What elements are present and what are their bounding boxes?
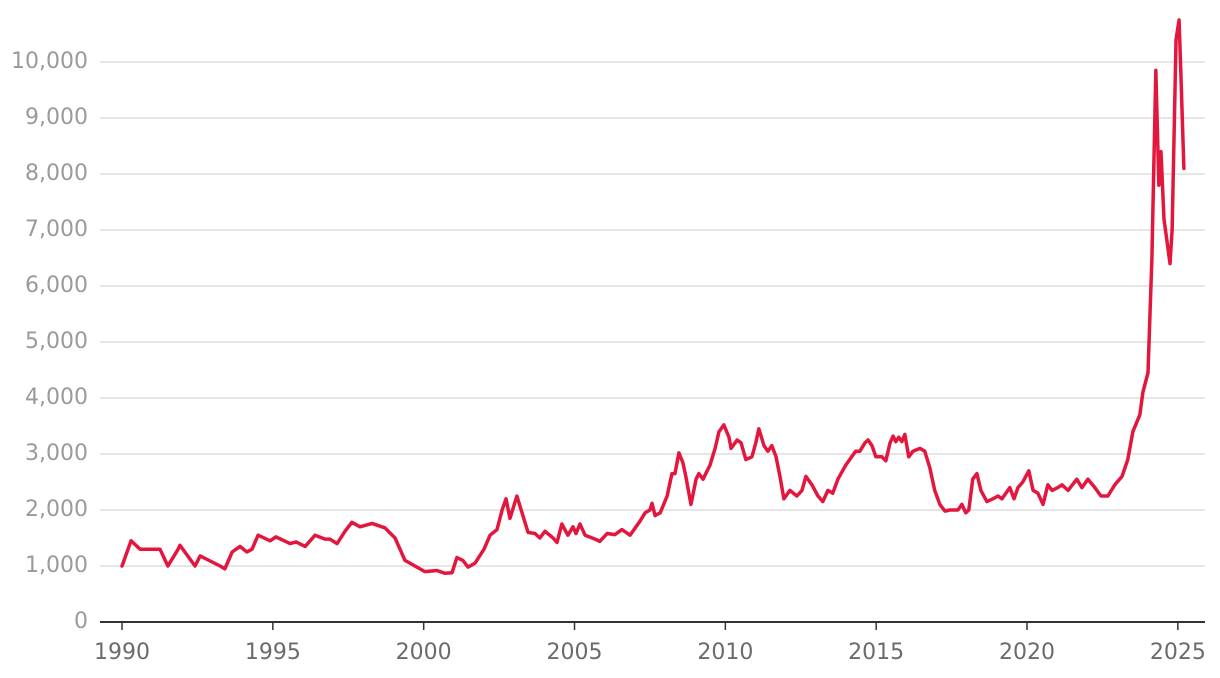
- x-tick-label: 1995: [245, 640, 301, 665]
- y-tick-label: 0: [74, 609, 88, 634]
- y-tick-label: 9,000: [25, 105, 88, 130]
- y-tick-label: 10,000: [11, 49, 88, 74]
- x-tick-label: 2025: [1150, 640, 1206, 665]
- y-tick-label: 3,000: [25, 441, 88, 466]
- y-tick-label: 8,000: [25, 161, 88, 186]
- x-tick-label: 1990: [94, 640, 150, 665]
- x-tick-label: 2010: [697, 640, 753, 665]
- y-tick-label: 1,000: [25, 553, 88, 578]
- price-line: [120, 18, 1186, 576]
- y-tick-label: 2,000: [25, 497, 88, 522]
- x-tick-label: 2005: [547, 640, 603, 665]
- y-tick-label: 5,000: [25, 329, 88, 354]
- y-tick-label: 7,000: [25, 217, 88, 242]
- y-tick-label: 4,000: [25, 385, 88, 410]
- x-tick-label: 2000: [396, 640, 452, 665]
- y-tick-label: 6,000: [25, 273, 88, 298]
- x-tick-label: 2015: [848, 640, 904, 665]
- x-tick-label: 2020: [999, 640, 1055, 665]
